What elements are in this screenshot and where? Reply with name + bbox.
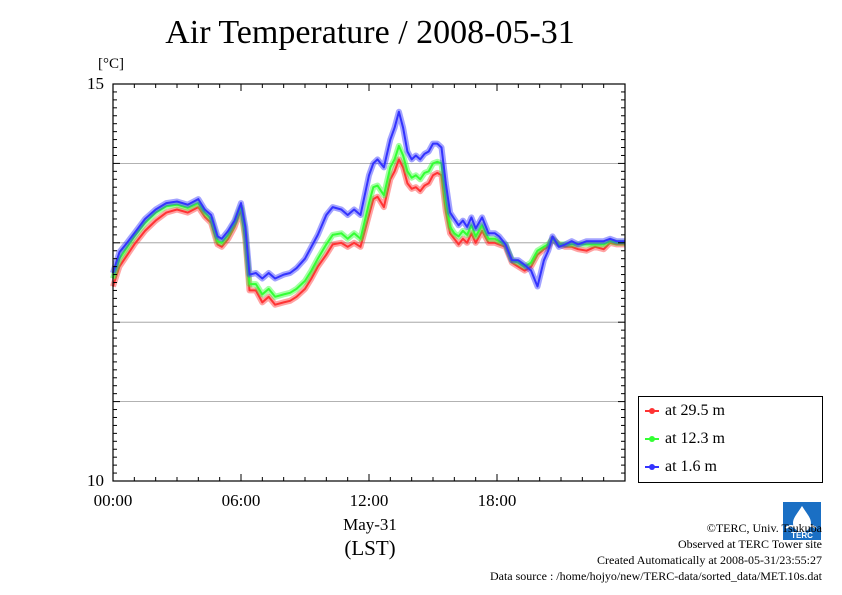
legend-item-1-6m: at 1.6 m: [645, 457, 717, 477]
x-tick-label-0000: 00:00: [93, 491, 133, 510]
legend-label: at 1.6 m: [665, 458, 717, 475]
series-line-1: [112, 144, 625, 298]
legend-marker-red: [645, 407, 659, 415]
observed-text: Observed at TERC Tower site: [677, 537, 822, 551]
legend: at 29.5 m at 12.3 m at 1.6 m: [638, 396, 823, 483]
legend-item-12-3m: at 12.3 m: [645, 429, 725, 449]
plot-frame: [112, 83, 626, 482]
y-tick-label-15: 15: [87, 74, 104, 93]
chart-title: Air Temperature / 2008-05-31: [165, 14, 575, 51]
x-tick-label-1800: 18:00: [477, 491, 517, 510]
created-text: Created Automatically at 2008-05-31/23:5…: [597, 553, 822, 567]
x-tick-label-1200: 12:00: [349, 491, 389, 510]
x-axis-date-label: May-31: [343, 515, 397, 534]
y-axis-unit: [°C]: [98, 56, 124, 72]
credits: ©TERC, Univ. Tsukuba Observed at TERC To…: [490, 520, 822, 584]
logo-text: TERC: [791, 531, 813, 540]
x-axis-timezone-label: (LST): [344, 536, 396, 560]
legend-label: at 29.5 m: [665, 402, 725, 419]
legend-label: at 12.3 m: [665, 430, 725, 447]
axis-ticks: [112, 83, 626, 482]
y-tick-label-10: 10: [87, 471, 104, 490]
terc-logo-icon: TERC: [783, 502, 821, 540]
legend-marker-blue: [645, 463, 659, 471]
copyright-text: ©TERC, Univ. Tsukuba: [706, 521, 822, 535]
grid-lines: [113, 162, 625, 403]
series-group: [110, 108, 625, 308]
source-text: Data source : /home/hojyo/new/TERC-data/…: [489, 569, 822, 583]
series-line-2: [112, 110, 625, 288]
x-tick-label-0600: 06:00: [221, 491, 261, 510]
legend-item-29-5m: at 29.5 m: [645, 401, 725, 421]
series-line-0: [112, 158, 625, 306]
legend-marker-green: [645, 435, 659, 443]
